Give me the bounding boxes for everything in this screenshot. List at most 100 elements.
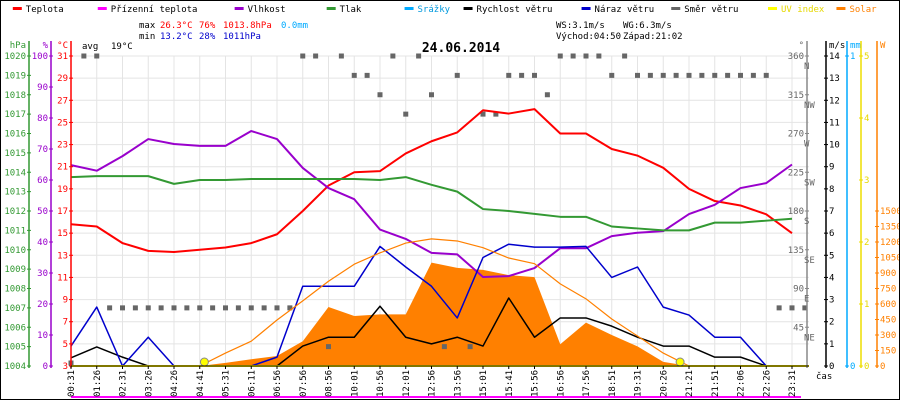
- x-tick-label: 03:26: [144, 370, 154, 397]
- direction-axis-unit: °: [799, 41, 804, 51]
- uv-tick-label: 3: [864, 176, 869, 186]
- legend-swatch: [326, 7, 336, 10]
- series-line-temperature: [70, 108, 793, 253]
- legend-label: Přízenní teplota: [111, 5, 198, 15]
- humidity-tick-label: 90: [37, 83, 48, 93]
- sunrise: Východ:04:50: [556, 32, 621, 42]
- legend-swatch: [463, 7, 473, 10]
- direction-compass-label: W: [804, 140, 810, 150]
- humidity-axis-unit: %: [43, 41, 49, 51]
- pressure-tick-label: 1004: [4, 362, 26, 372]
- pressure-tick-label: 1008: [4, 285, 26, 295]
- chart-title: 24.06.2014: [422, 41, 500, 56]
- direction-compass-label: S: [804, 217, 809, 227]
- wind-direction-point: [583, 53, 589, 59]
- wind-direction-point: [622, 53, 628, 59]
- x-tick-label: 21:21: [685, 370, 695, 397]
- x-tick-label: 06:11: [247, 370, 257, 397]
- pressure-tick-label: 1006: [4, 323, 26, 333]
- humidity-tick-label: 100: [32, 52, 48, 62]
- wind-tick-label: 5: [829, 251, 834, 261]
- wind-direction-point: [480, 111, 486, 117]
- solar-tick-label: 1500: [880, 207, 900, 217]
- wind-direction-point: [763, 72, 769, 78]
- wind-direction-point: [441, 344, 447, 350]
- x-tick-label: 12:56: [428, 370, 438, 397]
- x-tick-label: 06:56: [273, 370, 283, 397]
- direction-compass-label: E: [804, 295, 809, 305]
- solar-axis-unit: W: [880, 41, 886, 51]
- axes: hPa1004100510061007100810091010101110121…: [4, 41, 900, 397]
- uv-tick-label: 1: [864, 300, 869, 310]
- max-rain: 0.0mm: [281, 21, 308, 31]
- x-tick-label: 15:01: [479, 370, 489, 397]
- pressure-tick-label: 1009: [4, 265, 26, 275]
- wind-direction-point: [274, 305, 280, 311]
- x-tick-label: 08:56: [325, 370, 335, 397]
- wind-direction-point: [390, 53, 396, 59]
- temperature-tick-label: 13: [57, 251, 68, 261]
- direction-compass-label: SW: [804, 178, 815, 188]
- wind-direction-point: [300, 53, 306, 59]
- x-tick-label: 19:31: [634, 370, 644, 397]
- wind-gust-max: WG:6.3m/s: [623, 21, 672, 31]
- wind-direction-point: [493, 111, 499, 117]
- wind-direction-point: [596, 53, 602, 59]
- x-tick-label: 15:56: [531, 370, 541, 397]
- solar-tick-label: 150: [880, 347, 896, 357]
- min-label: min: [139, 32, 155, 42]
- wind-direction-point: [673, 72, 679, 78]
- temperature-tick-label: 7: [63, 318, 68, 328]
- wind-direction-point: [197, 305, 203, 311]
- wind-tick-label: 13: [829, 74, 840, 84]
- max-pressure: 1013.8hPa: [223, 21, 272, 31]
- wind-direction-point: [287, 305, 293, 311]
- wind-direction-point: [506, 72, 512, 78]
- wind-direction-point: [557, 53, 563, 59]
- x-tick-label: 21:51: [711, 370, 721, 397]
- pressure-tick-label: 1019: [4, 71, 26, 81]
- direction-tick-label: 135: [788, 246, 804, 256]
- solar-tick-label: 750: [880, 285, 896, 295]
- wind-direction-point: [145, 305, 151, 311]
- legend-label: Solar: [849, 5, 877, 15]
- humidity-tick-label: 60: [37, 176, 48, 186]
- temperature-tick-label: 23: [57, 141, 68, 151]
- wind-direction-point: [699, 72, 705, 78]
- x-tick-label: 10:01: [350, 370, 360, 397]
- wind-tick-label: 0: [829, 362, 834, 372]
- wind-direction-point: [660, 72, 666, 78]
- x-tick-label: 18:51: [608, 370, 618, 397]
- min-temp: 13.2°C: [160, 32, 193, 42]
- legend-label: Směr větru: [684, 5, 738, 15]
- wind-tick-label: 2: [829, 318, 834, 328]
- solar-area: [71, 262, 792, 366]
- x-tick-label: 07:56: [299, 370, 309, 397]
- legend-swatch: [97, 7, 107, 10]
- pressure-axis-unit: hPa: [10, 41, 26, 51]
- humidity-tick-label: 10: [37, 331, 48, 341]
- wind-direction-point: [416, 53, 422, 59]
- solar-tick-label: 600: [880, 300, 896, 310]
- temperature-tick-label: 11: [57, 273, 68, 283]
- sun-marker: [199, 357, 209, 367]
- direction-compass-label: N: [804, 62, 809, 72]
- wind-direction-point: [120, 305, 125, 311]
- x-tick-label: 05:31: [222, 370, 232, 397]
- wind-direction-point: [184, 305, 190, 311]
- direction-tick-label: 270: [788, 130, 804, 140]
- pressure-tick-label: 1015: [4, 149, 26, 159]
- wind-tick-label: 8: [829, 185, 834, 195]
- direction-tick-label: 180: [788, 207, 804, 217]
- rain-tick-label: 0: [850, 362, 855, 372]
- temperature-axis-unit: °C: [57, 41, 68, 51]
- temperature-tick-label: 27: [57, 96, 68, 106]
- legend-label: Vlhkost: [248, 5, 286, 15]
- legend-swatch: [671, 7, 681, 10]
- uv-tick-label: 2: [864, 238, 869, 248]
- legend-label: Teplota: [26, 5, 64, 15]
- wind-direction-point: [776, 305, 782, 311]
- legend-swatch: [404, 7, 414, 10]
- x-tick-label: 22:26: [762, 370, 772, 397]
